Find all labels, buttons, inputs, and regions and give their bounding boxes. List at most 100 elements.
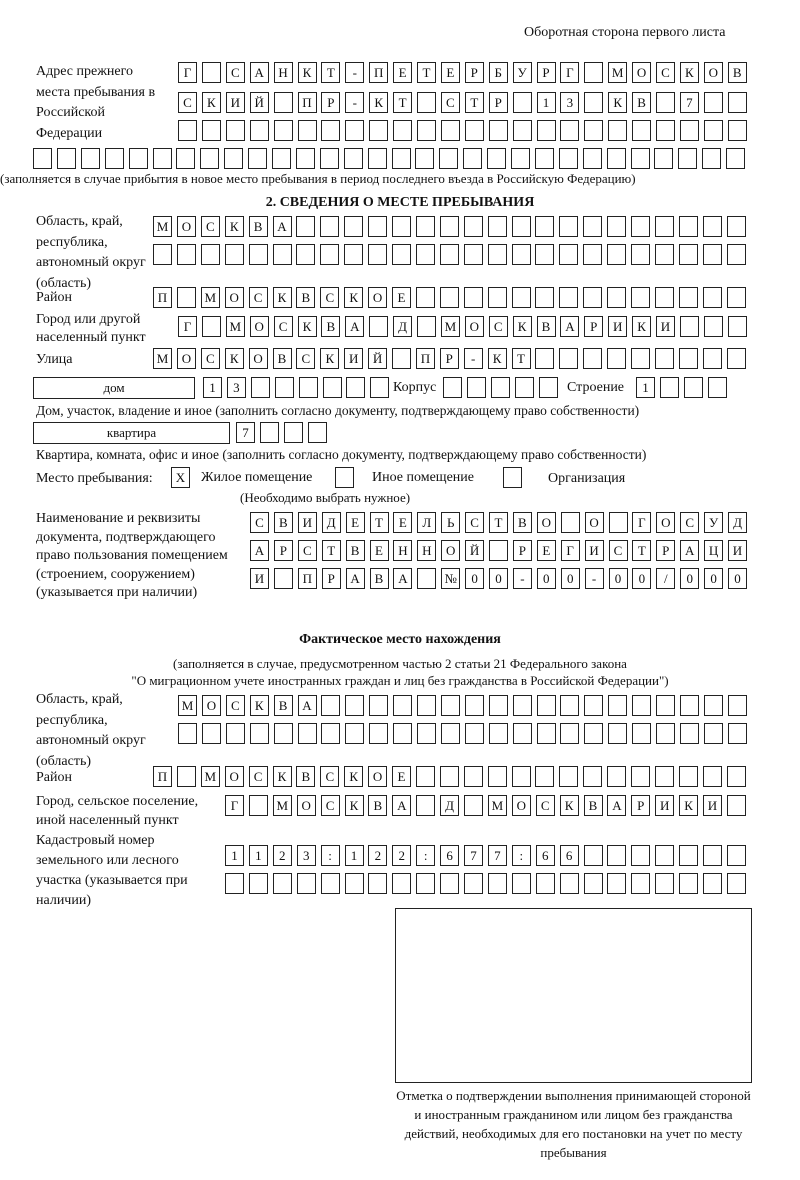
char-cell[interactable]: : [320, 845, 340, 866]
char-cell[interactable]: А [345, 568, 365, 589]
char-cell[interactable] [464, 795, 483, 816]
char-cell[interactable] [608, 723, 628, 744]
char-cell[interactable] [368, 216, 388, 237]
char-cell[interactable]: С [297, 540, 317, 561]
char-cell[interactable] [703, 92, 723, 113]
char-cell[interactable] [250, 377, 270, 398]
char-cell[interactable]: О [584, 512, 604, 533]
char-cell[interactable] [128, 148, 148, 169]
char-cell[interactable] [703, 723, 723, 744]
char-cell[interactable] [632, 723, 652, 744]
char-cell[interactable]: Г [560, 62, 580, 83]
char-cell[interactable]: М [272, 795, 292, 816]
char-cell[interactable] [440, 120, 460, 141]
char-cell[interactable] [370, 377, 390, 398]
char-cell[interactable] [295, 148, 315, 169]
char-cell[interactable] [607, 216, 627, 237]
char-cell[interactable] [367, 148, 387, 169]
char-cell[interactable]: Т [321, 62, 341, 83]
char-cell[interactable] [487, 148, 507, 169]
char-cell[interactable] [655, 845, 675, 866]
char-cell[interactable]: И [703, 795, 722, 816]
char-cell[interactable] [560, 120, 580, 141]
char-cell[interactable] [656, 120, 675, 141]
char-cell[interactable]: В [273, 512, 293, 533]
char-cell[interactable] [464, 120, 484, 141]
char-cell[interactable]: К [344, 766, 364, 787]
char-cell[interactable]: П [297, 92, 317, 113]
char-cell[interactable] [583, 244, 603, 265]
char-cell[interactable]: Т [464, 92, 484, 113]
char-cell[interactable] [654, 348, 674, 369]
char-cell[interactable] [344, 216, 364, 237]
char-cell[interactable]: К [297, 316, 317, 337]
char-cell[interactable] [511, 287, 531, 308]
char-cell[interactable] [176, 148, 196, 169]
char-cell[interactable] [511, 766, 531, 787]
char-cell[interactable]: Е [392, 766, 411, 787]
char-cell[interactable] [707, 377, 727, 398]
char-cell[interactable] [683, 377, 703, 398]
char-cell[interactable] [417, 316, 436, 337]
char-cell[interactable]: Ь [441, 512, 461, 533]
char-cell[interactable] [321, 120, 341, 141]
char-cell[interactable] [488, 723, 508, 744]
char-cell[interactable] [259, 422, 279, 443]
char-cell[interactable] [559, 287, 579, 308]
char-cell[interactable]: О [201, 695, 221, 716]
char-cell[interactable]: / [656, 568, 676, 589]
char-cell[interactable]: А [393, 568, 413, 589]
char-cell[interactable] [322, 377, 342, 398]
char-cell[interactable]: Е [392, 287, 411, 308]
char-cell[interactable]: Т [321, 540, 341, 561]
char-cell[interactable] [703, 695, 723, 716]
char-cell[interactable]: Р [584, 316, 604, 337]
char-cell[interactable]: С [608, 540, 628, 561]
char-cell[interactable]: 6 [535, 845, 555, 866]
char-cell[interactable] [702, 287, 722, 308]
char-cell[interactable] [283, 422, 303, 443]
char-cell[interactable]: В [345, 540, 365, 561]
char-cell[interactable]: Е [393, 62, 413, 83]
char-cell[interactable] [535, 287, 555, 308]
char-cell[interactable] [727, 695, 747, 716]
char-cell[interactable] [535, 766, 555, 787]
char-cell[interactable] [536, 723, 556, 744]
char-cell[interactable] [369, 120, 389, 141]
char-cell[interactable] [559, 766, 579, 787]
char-cell[interactable] [417, 120, 436, 141]
char-cell[interactable] [201, 723, 221, 744]
char-cell[interactable]: Е [393, 512, 413, 533]
char-cell[interactable]: В [273, 695, 293, 716]
char-cell[interactable] [607, 348, 627, 369]
char-cell[interactable] [607, 287, 627, 308]
char-cell[interactable] [656, 92, 675, 113]
char-cell[interactable]: 0 [680, 568, 700, 589]
char-cell[interactable]: П [369, 62, 389, 83]
char-cell[interactable]: Т [511, 348, 531, 369]
char-cell[interactable]: А [250, 540, 269, 561]
char-cell[interactable]: О [224, 766, 244, 787]
char-cell[interactable] [607, 766, 627, 787]
char-cell[interactable] [321, 723, 341, 744]
char-cell[interactable]: И [344, 348, 364, 369]
char-cell[interactable] [201, 62, 221, 83]
char-cell[interactable] [273, 120, 293, 141]
char-cell[interactable] [535, 348, 555, 369]
char-cell[interactable]: С [320, 766, 340, 787]
char-cell[interactable]: О [368, 287, 388, 308]
char-cell[interactable] [632, 695, 652, 716]
char-cell[interactable] [249, 723, 269, 744]
char-cell[interactable]: 1 [344, 845, 364, 866]
char-cell[interactable]: М [153, 348, 172, 369]
char-cell[interactable] [463, 766, 483, 787]
char-cell[interactable] [248, 244, 268, 265]
char-cell[interactable]: П [297, 568, 317, 589]
char-cell[interactable] [679, 873, 699, 894]
char-cell[interactable]: В [536, 316, 556, 337]
char-cell[interactable]: В [296, 287, 316, 308]
char-cell[interactable]: М [200, 766, 220, 787]
char-cell[interactable] [702, 216, 722, 237]
char-cell[interactable] [558, 148, 578, 169]
char-cell[interactable]: И [728, 540, 747, 561]
